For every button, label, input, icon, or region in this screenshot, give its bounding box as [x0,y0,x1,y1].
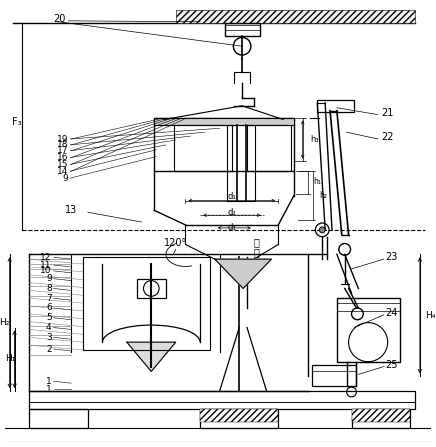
Bar [154,118,294,171]
Text: 吊: 吊 [254,237,260,248]
Text: 3: 3 [46,333,52,342]
Text: 9: 9 [46,274,52,283]
Bar [176,10,415,23]
Bar [174,125,232,171]
Text: 4: 4 [46,323,52,332]
Bar [29,409,88,428]
Text: F₃: F₃ [12,118,21,127]
Polygon shape [215,259,272,288]
Text: 18: 18 [57,140,68,149]
Bar [337,298,400,362]
Bar [200,409,278,428]
Text: 22: 22 [381,132,393,142]
Text: h₂: h₂ [319,191,327,200]
Text: h₃: h₃ [310,135,319,144]
Bar [83,257,210,350]
Bar [351,409,410,422]
Bar [313,365,356,386]
Text: d₂: d₂ [227,208,236,217]
Text: 12: 12 [40,253,52,261]
Text: 19: 19 [57,135,68,143]
Bar [154,118,294,125]
Bar [200,409,278,422]
Text: 14: 14 [57,167,68,176]
Text: 9: 9 [62,173,68,182]
Text: 24: 24 [386,308,398,318]
Text: 5: 5 [46,313,52,322]
Text: 11: 11 [40,261,52,270]
Text: 17: 17 [57,146,68,155]
Text: 16: 16 [57,153,68,162]
Text: 21: 21 [381,108,393,118]
Text: h₁: h₁ [313,177,321,186]
Text: 15: 15 [57,160,68,169]
Text: 23: 23 [386,252,398,262]
Text: 10: 10 [40,266,52,275]
Text: 6: 6 [46,304,52,312]
Text: H₄: H₄ [425,311,435,320]
Text: 8: 8 [46,284,52,293]
Text: 25: 25 [386,360,398,370]
Text: 2: 2 [46,345,52,354]
Bar [29,391,415,409]
Text: 袋: 袋 [254,247,260,257]
Bar [317,100,354,112]
Bar [228,125,255,201]
Circle shape [319,227,325,233]
Bar [337,303,400,311]
Text: d₁: d₁ [227,192,236,201]
Bar [136,278,166,298]
Text: H₁: H₁ [6,354,16,363]
Bar [225,23,260,37]
Bar [351,409,410,428]
Text: 1: 1 [46,377,52,386]
Text: d₃: d₃ [227,224,236,232]
Text: 7: 7 [46,294,52,303]
Text: 13: 13 [65,205,78,215]
Text: H₂: H₂ [0,318,10,327]
Text: 20: 20 [54,14,66,24]
Polygon shape [127,342,176,371]
Text: 1: 1 [46,384,52,393]
Bar [247,125,291,171]
Text: 120°: 120° [164,237,187,248]
